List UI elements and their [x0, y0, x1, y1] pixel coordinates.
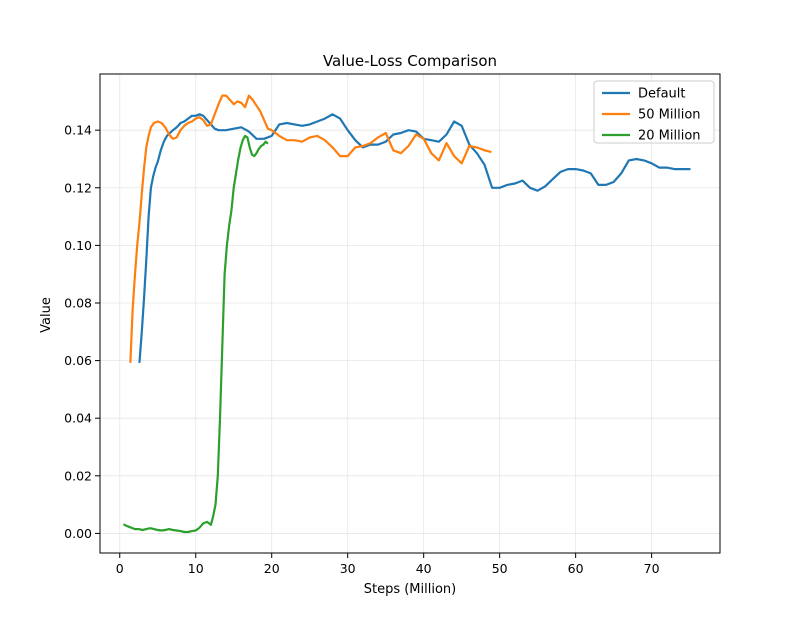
plot-frame [99, 73, 721, 554]
y-axis: 0.00 0.02 0.04 0.06 0.08 0.10 0.12 0.14 [64, 123, 100, 541]
legend: Default 50 Million 20 Million [593, 80, 715, 144]
y-tick-label: 0.14 [64, 123, 92, 138]
y-tick-label: 0.06 [64, 353, 92, 368]
y-tick-label: 0.08 [64, 295, 92, 310]
y-axis-label: Value [39, 297, 54, 333]
x-tick-label: 50 [492, 561, 508, 576]
x-tick-label: 30 [340, 561, 356, 576]
y-tick-label: 0.10 [64, 238, 92, 253]
chart-title: Value-Loss Comparison [323, 52, 497, 70]
series-line-50-million [129, 94, 492, 364]
legend-box [593, 80, 715, 144]
grid [100, 74, 720, 553]
series-line-20-million [123, 134, 269, 534]
series-lines [123, 94, 691, 534]
y-tick-label: 0.12 [64, 180, 92, 195]
x-axis: 0 10 20 30 40 50 60 70 [116, 553, 660, 576]
x-tick-label: 10 [188, 561, 204, 576]
y-tick-label: 0.04 [64, 411, 92, 426]
legend-label: 20 Million [638, 129, 701, 144]
x-tick-label: 70 [644, 561, 660, 576]
legend-label: 50 Million [638, 108, 701, 123]
y-tick-label: 0.02 [64, 468, 92, 483]
series-line-default [138, 113, 691, 364]
x-tick-label: 20 [264, 561, 280, 576]
x-tick-label: 40 [416, 561, 432, 576]
x-tick-label: 0 [116, 561, 124, 576]
legend-label: Default [638, 87, 686, 102]
x-axis-label: Steps (Million) [364, 582, 457, 597]
y-tick-label: 0.00 [64, 526, 92, 541]
x-tick-label: 60 [568, 561, 584, 576]
